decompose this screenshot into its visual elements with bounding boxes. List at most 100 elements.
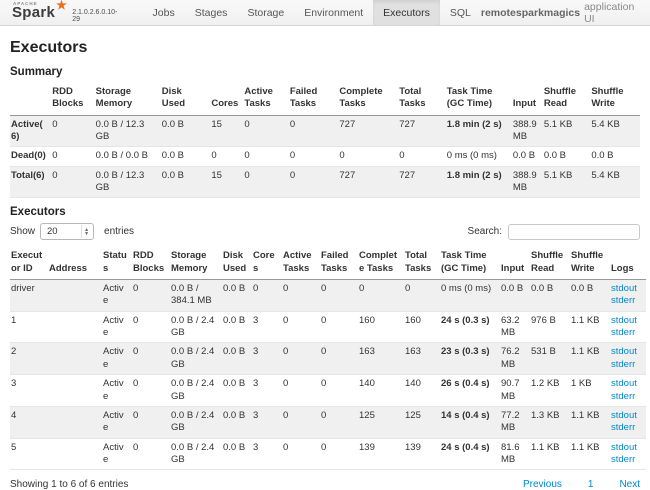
executor-cell: 0.0 B (571, 283, 594, 295)
executor-cell: Active (103, 283, 124, 307)
nav-tab-environment[interactable]: Environment (304, 6, 364, 19)
summary-cell: 5.1 KB (543, 169, 573, 181)
stdout-log-link[interactable]: stdout (611, 441, 637, 453)
stderr-log-link[interactable]: stderr (611, 422, 636, 434)
stdout-log-link[interactable]: stdout (611, 283, 637, 295)
summary-cell: 0.0 B (161, 150, 184, 162)
executor-cell: 0 (133, 378, 139, 390)
executor-logs-cell: stdout stderr (610, 438, 646, 470)
executors-col-header[interactable]: Storage Memory (170, 247, 222, 281)
executors-col-header[interactable]: Disk Used (222, 247, 252, 281)
summary-cell: 0.0 B / 0.0 B (95, 150, 148, 162)
executor-cell: 0.0 B (531, 283, 554, 295)
summary-cell: 5.1 KB (543, 118, 573, 130)
stderr-log-link[interactable]: stderr (611, 295, 636, 307)
executors-col-header[interactable]: Task Time (GC Time) (440, 247, 500, 281)
executor-cell: 0.0 B / 2.4 GB (171, 409, 215, 434)
executor-cell: 0 (283, 283, 289, 295)
executor-cell: 23 s (0.3 s) (441, 346, 490, 358)
executor-cell: 0 (133, 441, 139, 453)
executors-col-header[interactable]: Shuffle Write (570, 247, 610, 281)
summary-cell: 0 (289, 150, 296, 162)
executor-logs-cell: stdout stderr (610, 406, 646, 438)
pagination-page-1[interactable]: 1 (587, 479, 594, 490)
navbar-tabs: Jobs Stages Storage Environment Executors SQL (143, 0, 481, 25)
stdout-log-link[interactable]: stdout (611, 314, 637, 326)
nav-tab-executors[interactable]: Executors (373, 0, 440, 25)
executors-col-header[interactable]: Logs (610, 247, 646, 281)
summary-cell: 15 (211, 169, 222, 181)
summary-row: Total(6) 0 0.0 B / 12.3 GB 0.0 B 15 0 0 727 727 1… (10, 166, 640, 198)
executor-cell: 139 (359, 441, 375, 453)
executor-cell: 0 (133, 346, 139, 358)
stdout-log-link[interactable]: stdout (611, 409, 637, 421)
nav-tab-jobs[interactable]: Jobs (152, 6, 175, 19)
stderr-log-link[interactable]: stderr (611, 358, 636, 370)
executor-logs-cell: stdout stderr (610, 311, 646, 343)
executors-col-header[interactable]: Total Tasks (404, 247, 440, 281)
executor-cell: 0.0 B (223, 441, 246, 453)
executor-cell: 125 (359, 409, 375, 421)
executor-cell: 0 (321, 441, 327, 453)
executor-cell: Active (103, 314, 124, 339)
stdout-log-link[interactable]: stdout (611, 346, 637, 358)
spark-logo-text: APACHE Spark ★ (12, 0, 67, 21)
pagination-next[interactable]: Next (619, 479, 640, 490)
spark-brand: Spark (12, 4, 56, 21)
stdout-log-link[interactable]: stdout (611, 378, 637, 390)
executors-col-header[interactable]: RDD Blocks (132, 247, 170, 281)
summary-cell: 1.8 min (2 s) (446, 118, 502, 130)
executors-heading: Executors (10, 206, 66, 219)
executors-col-header[interactable]: Shuffle Read (530, 247, 570, 281)
executor-cell: 0.0 B (501, 283, 524, 295)
executor-cell: 0 (321, 314, 327, 326)
search-input[interactable] (508, 223, 640, 240)
search-control: Search: (468, 223, 640, 240)
nav-tab-storage[interactable]: Storage (247, 6, 285, 19)
executors-col-header[interactable]: Failed Tasks (320, 247, 358, 281)
executors-col-header[interactable]: Active Tasks (282, 247, 320, 281)
spark-logo: APACHE Spark ★ 2.1.0.2.6.0.10-29 (0, 0, 129, 25)
executors-col-header[interactable]: Complete Tasks (358, 247, 404, 281)
summary-cell: 0.0 B (543, 150, 567, 162)
stderr-log-link[interactable]: stderr (611, 327, 636, 339)
executor-cell: 0.0 B / 384.1 MB (171, 283, 212, 307)
executor-cell (48, 438, 102, 470)
showing-entries-text: Showing 1 to 6 of 6 entries (10, 479, 129, 490)
pagination: Previous 1 Next (497, 479, 640, 490)
summary-col-header: Task Time (GC Time) (445, 83, 512, 116)
executor-cell: 0.0 B / 2.4 GB (171, 441, 215, 465)
pagination-previous[interactable]: Previous (522, 479, 562, 490)
nav-tab-sql[interactable]: SQL (449, 6, 471, 19)
executor-cell: 0 (359, 283, 365, 295)
summary-col-header: Disk Used (160, 83, 211, 116)
page-size-select[interactable]: 20 ▲ ▼ (40, 223, 95, 241)
summary-col-header: Cores (210, 83, 244, 116)
summary-cell: 5.4 KB (591, 118, 620, 130)
summary-cell: 0 ms (0 ms) (446, 150, 497, 162)
summary-cell: 0 (244, 118, 250, 130)
executors-col-header[interactable]: Input (500, 247, 530, 281)
summary-cell: 388.9 MB (512, 118, 537, 143)
executor-logs-cell: stdout stderr (610, 343, 646, 375)
executor-cell: 4 (11, 409, 17, 421)
executor-cell: 0.0 B / 2.4 GB (171, 314, 215, 339)
stderr-log-link[interactable]: stderr (611, 453, 636, 465)
page-size-control: Show 20 ▲ ▼ entries (10, 223, 134, 241)
executors-col-header[interactable]: Executor ID (10, 247, 48, 281)
executor-cell: 3 (253, 314, 259, 326)
stderr-log-link[interactable]: stderr (611, 390, 636, 402)
executor-logs-cell: stdout stderr (610, 280, 646, 312)
executor-cell: 140 (359, 378, 375, 390)
executor-row: 3 Active 0 0.0 B / 2.4 GB 0.0 B 3 0 0 140 140 26 s… (10, 375, 646, 407)
executor-cell: 0 ms (0 ms) (441, 283, 492, 295)
executor-cell: 77.2 MB (501, 409, 520, 434)
summary-row-label: Active(6) (11, 118, 43, 143)
executors-col-header[interactable]: Address (48, 247, 102, 281)
nav-tab-stages[interactable]: Stages (194, 6, 228, 19)
executors-col-header[interactable]: Cores (252, 247, 282, 281)
executor-cell: 3 (11, 378, 17, 390)
summary-cell: 0.0 B (161, 118, 184, 130)
executors-col-header[interactable]: Status (102, 247, 132, 281)
